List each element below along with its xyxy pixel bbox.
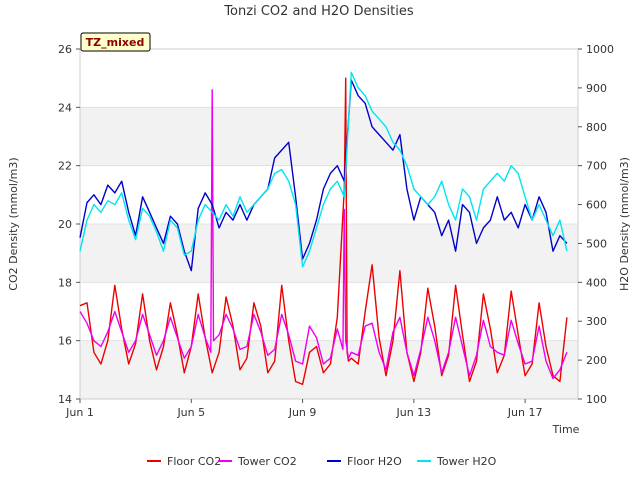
y-right-tick-label: 200 (586, 354, 607, 367)
y-left-tick-label: 18 (58, 276, 72, 289)
y-right-tick-label: 900 (586, 82, 607, 95)
series-layer (79, 71, 568, 386)
y-right-tick-label: 700 (586, 160, 607, 173)
y-left-tick-label: 16 (58, 335, 72, 348)
y-left-tick-label: 14 (58, 393, 72, 406)
y-right-tick-label: 800 (586, 121, 607, 134)
x-axis: Jun 1 Jun 5 Jun 9 Jun 13 Jun 17 (65, 399, 542, 419)
chart-title: Tonzi CO2 and H2O Densities (223, 4, 414, 19)
y-right-tick-label: 1000 (586, 43, 614, 56)
series-line-floor-h2o (79, 79, 568, 272)
series-line-tower-h2o (79, 71, 568, 268)
y-axis-right: 100 200 300 400 500 600 700 800 900 1000 (578, 43, 614, 406)
y-left-tick-label: 20 (58, 218, 72, 231)
legend-label-floor-h2o: Floor H2O (347, 455, 402, 468)
x-tick-label: Jun 1 (65, 406, 94, 419)
grid-band (80, 224, 578, 283)
legend-label-tower-co2: Tower CO2 (237, 455, 297, 468)
y-right-tick-label: 100 (586, 393, 607, 406)
y-right-tick-label: 600 (586, 199, 607, 212)
x-axis-label: Time (552, 423, 580, 436)
series-line-tower-co2 (79, 89, 568, 380)
y-axis-left: 14 16 18 20 22 24 26 (58, 43, 80, 406)
y-axis-right-label: H2O Density (mmol/m3) (618, 157, 631, 291)
svg-text:TZ_mixed: TZ_mixed (86, 36, 145, 49)
x-tick-label: Jun 5 (176, 406, 205, 419)
y-left-tick-label: 24 (58, 101, 72, 114)
x-tick-label: Jun 9 (288, 406, 317, 419)
legend-label-floor-co2: Floor CO2 (167, 455, 221, 468)
x-tick-label: Jun 17 (507, 406, 543, 419)
x-tick-label: Jun 13 (396, 406, 432, 419)
legend: Floor CO2 Tower CO2 Floor H2O Tower H2O (147, 455, 497, 468)
grid-bands (80, 49, 578, 399)
grid-band (80, 49, 578, 108)
legend-label-tower-h2o: Tower H2O (436, 455, 497, 468)
grid-band (80, 282, 578, 341)
y-left-tick-label: 22 (58, 160, 72, 173)
y-axis-left-label: CO2 Density (mmol/m3) (7, 157, 20, 290)
y-right-tick-label: 300 (586, 315, 607, 328)
y-right-tick-label: 500 (586, 237, 607, 250)
site-badge: TZ_mixed (80, 32, 151, 52)
grid-band (80, 107, 578, 166)
y-left-tick-label: 26 (58, 43, 72, 56)
y-right-tick-label: 400 (586, 276, 607, 289)
